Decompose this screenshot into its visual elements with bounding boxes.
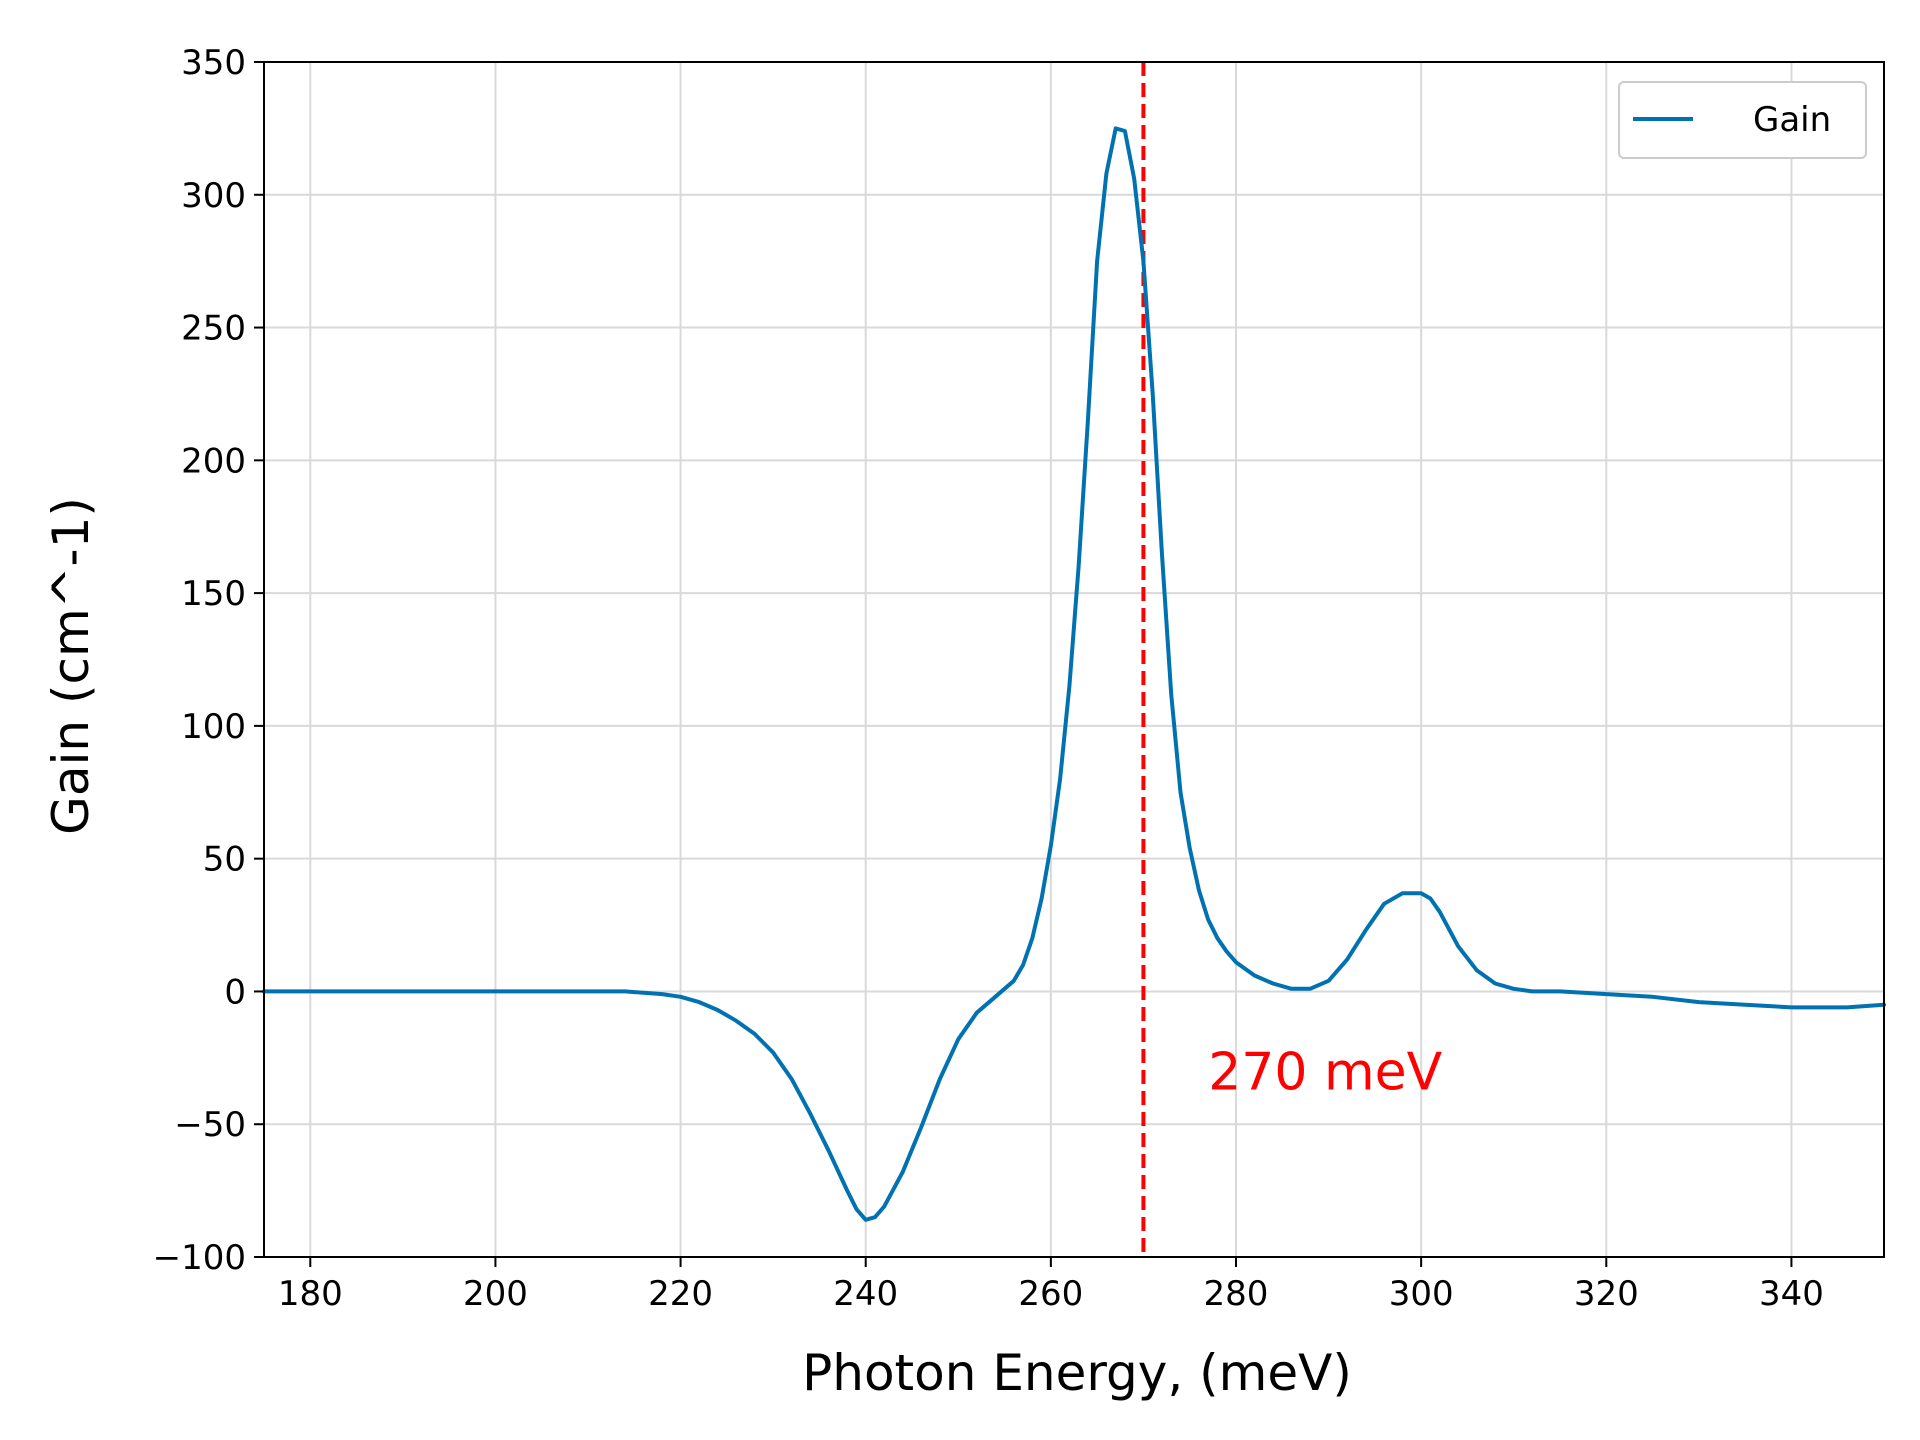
series-line-gain: [262, 126, 1886, 1222]
y-tick-label: 350: [181, 43, 246, 83]
axes: [263, 61, 1885, 1258]
x-tick-label: 260: [1018, 1274, 1083, 1314]
x-tick-label: 340: [1759, 1274, 1824, 1314]
plot-frame: [263, 61, 1885, 1258]
peak-energy-annotation: 270 meV: [1208, 1043, 1442, 1103]
y-tick-label: −100: [153, 1238, 246, 1278]
y-tick-label: 0: [224, 972, 246, 1012]
annotation-layer: 270 meV: [1208, 1043, 1442, 1103]
x-tick-label: 200: [463, 1274, 528, 1314]
legend: Gain: [1618, 81, 1867, 159]
x-tick-label: 240: [833, 1274, 898, 1314]
y-tick-label: −50: [174, 1105, 246, 1145]
y-axis-label: Gain (cm^-1): [42, 497, 100, 835]
legend-label-gain: Gain: [1753, 100, 1831, 140]
x-tick-label: 220: [648, 1274, 713, 1314]
series-layer: [262, 126, 1886, 1222]
x-axis-ticks: 180 200 220 240 260 280 300 320 340: [278, 1257, 1824, 1314]
y-tick-label: 100: [181, 707, 246, 747]
x-tick-label: 300: [1389, 1274, 1454, 1314]
y-tick-label: 300: [181, 176, 246, 216]
y-axis-ticks: −100 −50 0 50 100 150 200 250 300 350: [153, 43, 264, 1278]
y-tick-label: 150: [181, 574, 246, 614]
y-tick-label: 200: [181, 441, 246, 481]
y-tick-label: 250: [181, 309, 246, 349]
x-tick-label: 180: [278, 1274, 343, 1314]
x-tick-label: 280: [1204, 1274, 1269, 1314]
x-tick-label: 320: [1574, 1274, 1639, 1314]
x-axis-label: Photon Energy, (meV): [802, 1344, 1352, 1402]
legend-box: [1618, 81, 1867, 159]
y-tick-label: 50: [203, 840, 246, 880]
